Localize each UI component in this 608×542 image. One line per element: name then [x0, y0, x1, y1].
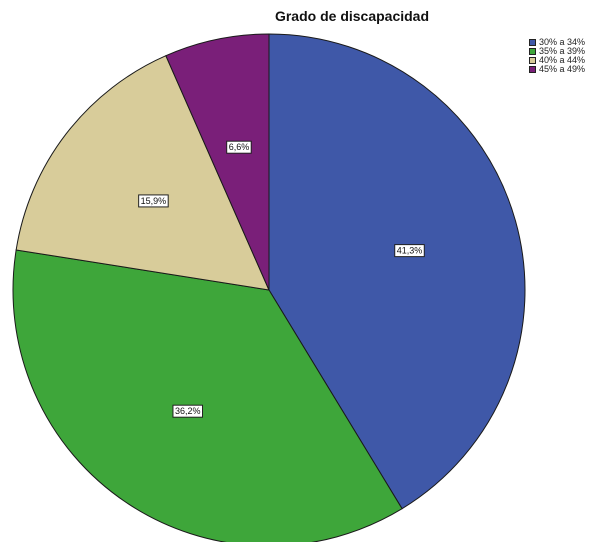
data-label: 6,6% — [226, 140, 252, 154]
data-label-box — [226, 140, 252, 154]
chart-title: Grado de discapacidad — [274, 8, 430, 24]
pie-slice — [12, 249, 403, 542]
pie-slice — [268, 33, 526, 510]
legend-label: 40% a 44% — [539, 55, 586, 65]
legend: 30% a 34% 35% a 39% 40% a 44% 45% a 49% — [529, 38, 585, 74]
data-label-text: 6,6% — [229, 142, 250, 152]
legend-label: 35% a 39% — [539, 46, 586, 56]
legend-item: 30% a 34% — [529, 38, 585, 47]
pie-slice — [165, 33, 270, 291]
legend-swatch — [529, 39, 536, 46]
legend-swatch — [529, 57, 536, 64]
legend-item: 35% a 39% — [529, 47, 585, 56]
data-label: 36,2% — [172, 404, 204, 418]
data-label-text: 15,9% — [141, 196, 167, 206]
legend-item: 40% a 44% — [529, 56, 585, 65]
data-label-box — [172, 404, 204, 418]
legend-item: 45% a 49% — [529, 65, 585, 74]
data-label: 41,3% — [394, 244, 425, 258]
legend-label: 45% a 49% — [539, 64, 586, 74]
data-label-box — [138, 194, 169, 208]
legend-swatch — [529, 48, 536, 55]
legend-swatch — [529, 66, 536, 73]
data-label-text: 36,2% — [175, 406, 201, 416]
data-label-text: 41,3% — [397, 246, 423, 256]
pie-data-labels: 41,3% 36,2% 15,9% 6,6% — [138, 140, 425, 418]
pie-slice — [15, 55, 270, 291]
data-label-box — [394, 244, 425, 258]
data-label: 15,9% — [138, 194, 169, 208]
pie-slices — [12, 33, 526, 542]
legend-label: 30% a 34% — [539, 37, 586, 47]
